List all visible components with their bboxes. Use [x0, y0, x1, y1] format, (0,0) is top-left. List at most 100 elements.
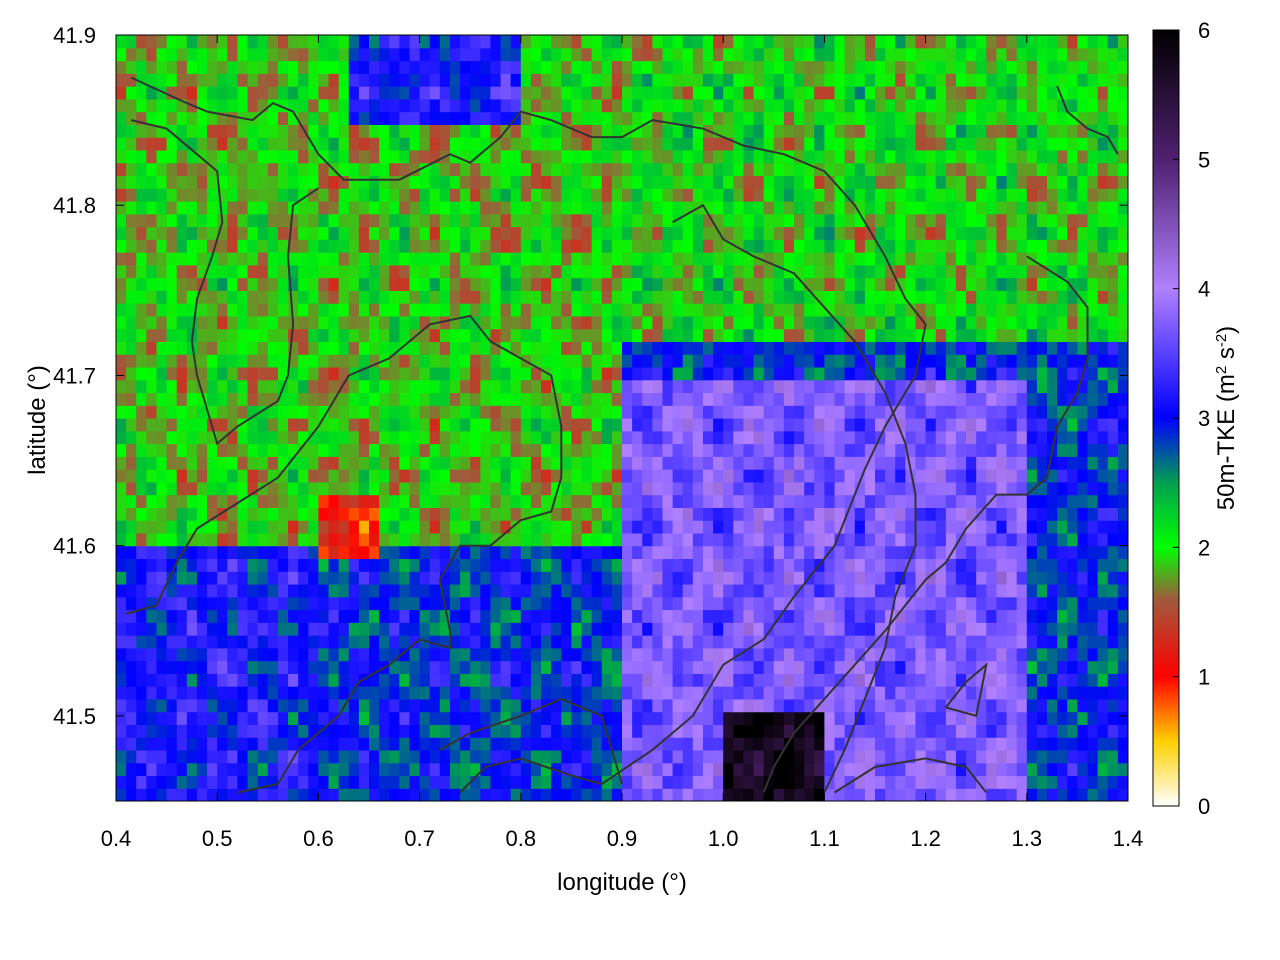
heatmap-cell: [116, 213, 127, 228]
heatmap-cell: [156, 162, 168, 177]
heatmap-cell: [652, 188, 664, 202]
heatmap-cell: [945, 303, 957, 317]
heatmap-cell: [662, 609, 674, 623]
heatmap-cell: [662, 571, 674, 585]
heatmap-cell: [895, 673, 906, 687]
heatmap-cell: [854, 315, 866, 330]
heatmap-cell: [875, 60, 886, 74]
heatmap-cell: [551, 264, 562, 279]
heatmap-cell: [854, 609, 866, 623]
heatmap-cell: [854, 188, 866, 202]
heatmap-cell: [338, 239, 350, 253]
heatmap-cell: [530, 175, 542, 189]
heatmap-cell: [237, 264, 249, 279]
heatmap-cell: [794, 213, 805, 228]
heatmap-cell: [318, 596, 330, 611]
heatmap-cell: [581, 315, 593, 330]
heatmap-cell: [652, 86, 664, 100]
heatmap-cell: [126, 775, 137, 789]
heatmap-cell: [935, 239, 947, 253]
heatmap-cell: [834, 328, 846, 342]
heatmap-cell: [379, 86, 390, 100]
heatmap-cell: [136, 520, 147, 534]
heatmap-cell: [875, 162, 886, 177]
heatmap-cell: [713, 673, 724, 687]
heatmap-cell: [763, 86, 775, 100]
heatmap-cell: [642, 494, 653, 508]
heatmap-cell: [288, 520, 299, 534]
heatmap-cell: [794, 660, 805, 674]
heatmap-cell: [207, 73, 218, 87]
heatmap-cell: [308, 775, 319, 789]
heatmap-cell: [399, 328, 411, 342]
heatmap-cell: [318, 711, 330, 725]
heatmap-cell: [753, 583, 765, 598]
heatmap-cell: [217, 469, 228, 483]
heatmap-cell: [328, 622, 340, 636]
heatmap-cell: [915, 290, 927, 304]
heatmap-cell: [753, 35, 765, 49]
heatmap-cell: [864, 622, 876, 636]
heatmap-cell: [834, 749, 846, 764]
heatmap-cell: [611, 749, 623, 764]
heatmap-cell: [601, 252, 613, 266]
heatmap-cell: [895, 456, 906, 470]
heatmap-cell: [369, 200, 380, 215]
heatmap-cell: [763, 35, 775, 49]
heatmap-cell: [277, 558, 289, 572]
heatmap-cell: [763, 647, 775, 662]
heatmap-cell: [622, 264, 633, 279]
heatmap-cell: [298, 379, 309, 394]
heatmap-cell: [126, 35, 137, 49]
heatmap-cell: [571, 481, 583, 496]
heatmap-cell: [126, 328, 137, 342]
heatmap-cell: [955, 749, 967, 764]
heatmap-cell: [277, 277, 289, 291]
heatmap-cell: [389, 60, 400, 74]
heatmap-cell: [804, 660, 815, 674]
heatmap-cell: [409, 392, 421, 406]
heatmap-cell: [196, 86, 208, 100]
heatmap-cell: [389, 86, 400, 100]
heatmap-cell: [611, 315, 623, 330]
heatmap-cell: [905, 137, 917, 151]
heatmap-cell: [955, 622, 967, 636]
heatmap-cell: [520, 162, 532, 177]
heatmap-cell: [217, 137, 228, 151]
heatmap-cell: [348, 788, 360, 801]
heatmap-cell: [338, 86, 350, 100]
heatmap-cell: [369, 469, 380, 483]
heatmap-cell: [126, 354, 137, 368]
heatmap-cell: [773, 698, 785, 713]
heatmap-cell: [247, 188, 259, 202]
heatmap-cell: [500, 35, 512, 49]
heatmap-cell: [783, 405, 795, 419]
heatmap-cell: [763, 366, 775, 381]
heatmap-cell: [298, 558, 309, 572]
heatmap-cell: [561, 264, 572, 279]
heatmap-cell: [571, 532, 583, 547]
heatmap-cell: [642, 532, 653, 547]
heatmap-cell: [470, 124, 481, 138]
heatmap-cell: [794, 239, 805, 253]
heatmap-cell: [288, 252, 299, 266]
heatmap-cell: [915, 264, 927, 279]
heatmap-cell: [834, 686, 846, 700]
heatmap-cell: [227, 405, 239, 419]
heatmap-cell: [622, 686, 633, 700]
heatmap-cell: [207, 545, 218, 560]
heatmap-cell: [470, 213, 481, 228]
heatmap-cell: [369, 162, 380, 177]
heatmap-cell: [126, 290, 137, 304]
heatmap-cell: [500, 788, 512, 801]
heatmap-cell: [227, 571, 239, 585]
heatmap-cell: [500, 264, 512, 279]
heatmap-cell: [358, 200, 370, 215]
heatmap-cell: [733, 73, 745, 87]
heatmap-cell: [277, 520, 289, 534]
heatmap-cell: [196, 149, 208, 164]
heatmap-cell: [237, 392, 249, 406]
heatmap-cell: [763, 213, 775, 228]
heatmap-cell: [824, 303, 836, 317]
heatmap-cell: [379, 98, 390, 113]
